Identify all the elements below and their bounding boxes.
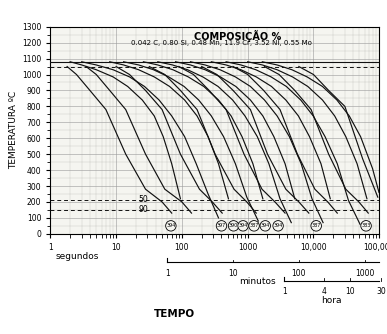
Text: TEMPO: TEMPO	[154, 309, 195, 319]
Text: 90: 90	[139, 205, 148, 214]
Text: segundos: segundos	[56, 252, 99, 261]
Text: 4: 4	[322, 287, 326, 296]
Text: 1: 1	[282, 287, 287, 296]
Text: hora: hora	[322, 296, 342, 305]
Text: 383: 383	[361, 223, 371, 228]
Text: 50: 50	[139, 195, 148, 204]
Text: 1000: 1000	[355, 269, 374, 278]
Text: 10: 10	[345, 287, 355, 296]
Text: 387: 387	[249, 223, 259, 228]
Text: 10: 10	[228, 269, 238, 278]
Text: 397: 397	[217, 223, 226, 228]
Text: 30: 30	[377, 287, 386, 296]
Text: COMPOSIÇÃO %: COMPOSIÇÃO %	[194, 30, 281, 42]
Text: 394: 394	[166, 223, 175, 228]
Text: 394: 394	[260, 223, 270, 228]
Text: 387: 387	[312, 223, 321, 228]
Text: 394: 394	[238, 223, 248, 228]
Text: 0.042 C, 0.80 Si, 0.48 Mn, 11.9 Cr, 3.52 Ni, 0.55 Mo: 0.042 C, 0.80 Si, 0.48 Mn, 11.9 Cr, 3.52…	[131, 40, 312, 46]
Y-axis label: TEMPERATURA ºC: TEMPERATURA ºC	[9, 91, 18, 169]
Text: 1: 1	[165, 269, 170, 278]
Text: 394: 394	[274, 223, 283, 228]
Text: minutos: minutos	[239, 277, 275, 286]
Text: 390: 390	[229, 223, 238, 228]
Text: 100: 100	[292, 269, 306, 278]
